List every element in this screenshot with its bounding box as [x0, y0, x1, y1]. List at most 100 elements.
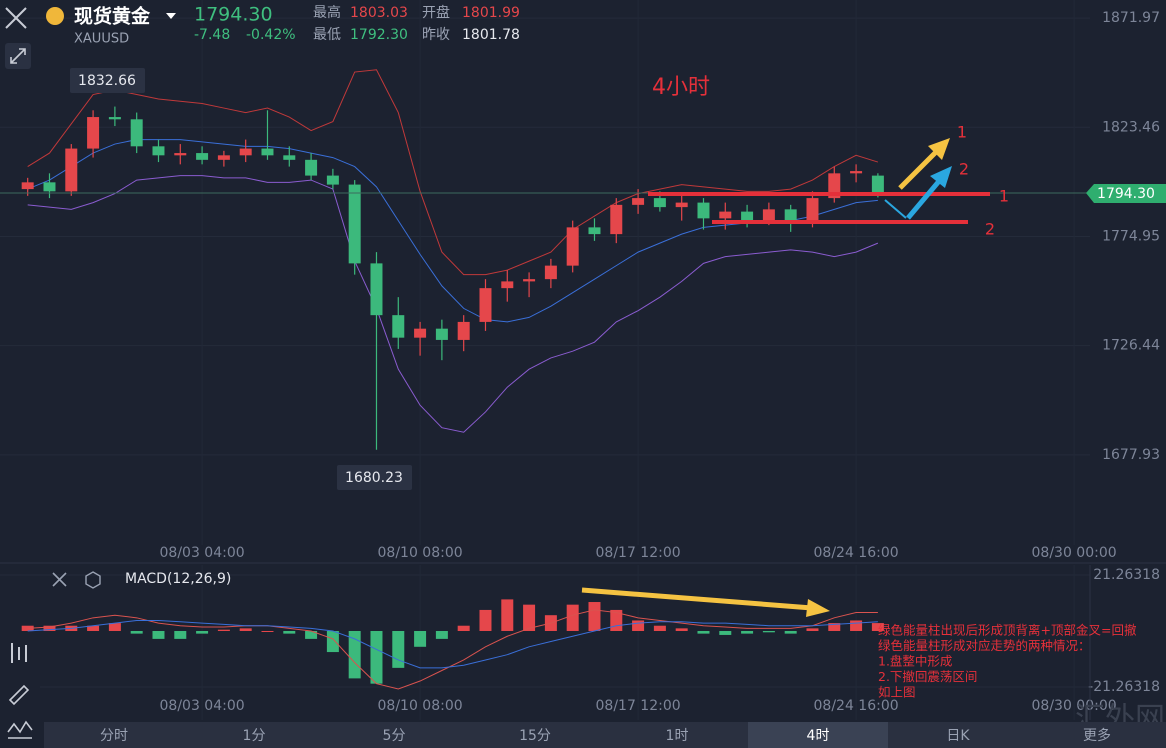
note-line: 绿色能量柱形成对应走势的两种情况： [878, 638, 1091, 653]
candle-body [196, 153, 209, 160]
arrow [581, 587, 813, 611]
candle-body [719, 211, 732, 219]
macd-bar [806, 628, 819, 631]
symbol: XAUUSD [74, 32, 129, 47]
macd-bar [217, 629, 230, 631]
candle-body [850, 171, 863, 174]
candle-tool[interactable] [11, 643, 27, 663]
macd-bar [697, 630, 710, 634]
x-tick-label: 08/17 12:00 [596, 545, 681, 561]
stat-value: 1792.30 [350, 27, 408, 43]
candle-body [610, 204, 623, 235]
macd-bar [239, 628, 252, 631]
macd-bar [784, 630, 797, 634]
tab[interactable]: 15分 [519, 728, 551, 744]
tab[interactable]: 1时 [666, 728, 689, 744]
tab[interactable]: 4时 [807, 728, 830, 744]
candle-body [871, 175, 884, 193]
y-tick-label: 1823.46 [1102, 119, 1160, 135]
macd-bar [675, 628, 688, 631]
change: -7.48 [194, 27, 230, 43]
close-indicator[interactable] [52, 572, 67, 587]
candle-body [501, 281, 514, 289]
candle-body [326, 175, 339, 185]
y-tick-label: 1774.95 [1102, 228, 1160, 244]
stat-label: 昨收 [422, 27, 450, 43]
macd-bar [762, 630, 775, 633]
header: 现货黄金 XAUUSD 1794.30 -7.48 -0.42% 最高 1803… [5, 4, 520, 69]
instrument-name[interactable]: 现货黄金 [74, 5, 151, 28]
macd-bar [828, 623, 841, 631]
indicator-line [27, 619, 878, 669]
candle-body [21, 182, 34, 190]
candle-body [239, 148, 252, 156]
macd-bar [566, 604, 579, 631]
macd-bar [850, 620, 863, 631]
x-tick-label: 08/03 04:00 [160, 698, 245, 714]
x-tick-label: 08/03 04:00 [160, 545, 245, 561]
settings-icon[interactable] [85, 571, 101, 589]
candle-body [457, 321, 470, 340]
gold-icon [46, 7, 64, 25]
note-line: 2.下撤回震荡区间 [878, 669, 977, 684]
y-tick-label: -21.26318 [1088, 679, 1160, 695]
macd-bar [43, 625, 56, 631]
x-tick-label: 08/30 00:00 [1032, 545, 1117, 561]
candle-body [130, 119, 143, 147]
arrow-head [930, 166, 952, 188]
note-line: 绿色能量柱出现后形成顶背离+顶部金叉=回撤 [878, 623, 1137, 638]
annotation: 2 [959, 160, 969, 179]
price: 1794.30 [194, 4, 273, 26]
candle-body [632, 198, 645, 205]
period-note: 4小时 [652, 75, 710, 100]
price-tag-label: 1794.30 [1097, 186, 1155, 202]
tab[interactable]: 日K [946, 728, 970, 744]
tab[interactable]: 分时 [100, 728, 128, 744]
candle-body [784, 209, 797, 223]
tab[interactable]: 5分 [383, 728, 406, 744]
y-tick-label: 1871.97 [1102, 10, 1160, 26]
annotation: 2 [985, 220, 995, 239]
candle-body [174, 153, 187, 156]
y-tick-label: 1726.44 [1102, 338, 1160, 354]
candle-body [43, 182, 56, 192]
plot-layer: 1871.97 1823.46 1774.95 1726.44 1677.93 08/03… [21, 10, 1161, 714]
draw-tool[interactable] [8, 684, 30, 706]
macd-bar [719, 630, 732, 635]
close-icon [5, 7, 27, 29]
note-line: 如上图 [878, 685, 916, 700]
tab-selected [748, 722, 888, 748]
macd-bar [108, 623, 121, 631]
candle-body [261, 148, 274, 156]
y-tick-label: 1677.93 [1102, 447, 1160, 463]
indicator-tool[interactable] [7, 720, 33, 739]
tab[interactable]: 1分 [243, 728, 266, 744]
macd-bar [196, 630, 209, 634]
macd-bar [152, 630, 165, 639]
tabs: 分时 1分 5分 15分 1时 4时 日K 更多 [100, 727, 1111, 744]
macd-bar [632, 620, 645, 631]
macd-bar [348, 630, 361, 679]
candle-body [741, 211, 754, 221]
candle-body [697, 202, 710, 219]
macd-bar [326, 630, 339, 653]
note-line: 1.盘整中形成 [878, 654, 952, 669]
change-pct: -0.42% [246, 27, 296, 43]
x-tick-label: 08/17 12:00 [596, 698, 681, 714]
macd-bar [501, 599, 514, 631]
candle-body [87, 117, 100, 149]
x-tick-label: 08/30 00:00 [1032, 698, 1117, 714]
tab[interactable]: 更多 [1083, 727, 1111, 744]
tab-bar [44, 722, 1166, 748]
candle-body [588, 227, 601, 235]
macd-bar [871, 623, 884, 631]
candle-body [523, 279, 536, 282]
path-line [884, 199, 907, 219]
dropdown[interactable] [166, 13, 176, 19]
candle-body [806, 198, 819, 223]
x-tick-label: 08/10 08:00 [378, 545, 463, 561]
candle-body [65, 148, 78, 192]
macd-bar [435, 630, 448, 639]
candle-body [828, 173, 841, 199]
